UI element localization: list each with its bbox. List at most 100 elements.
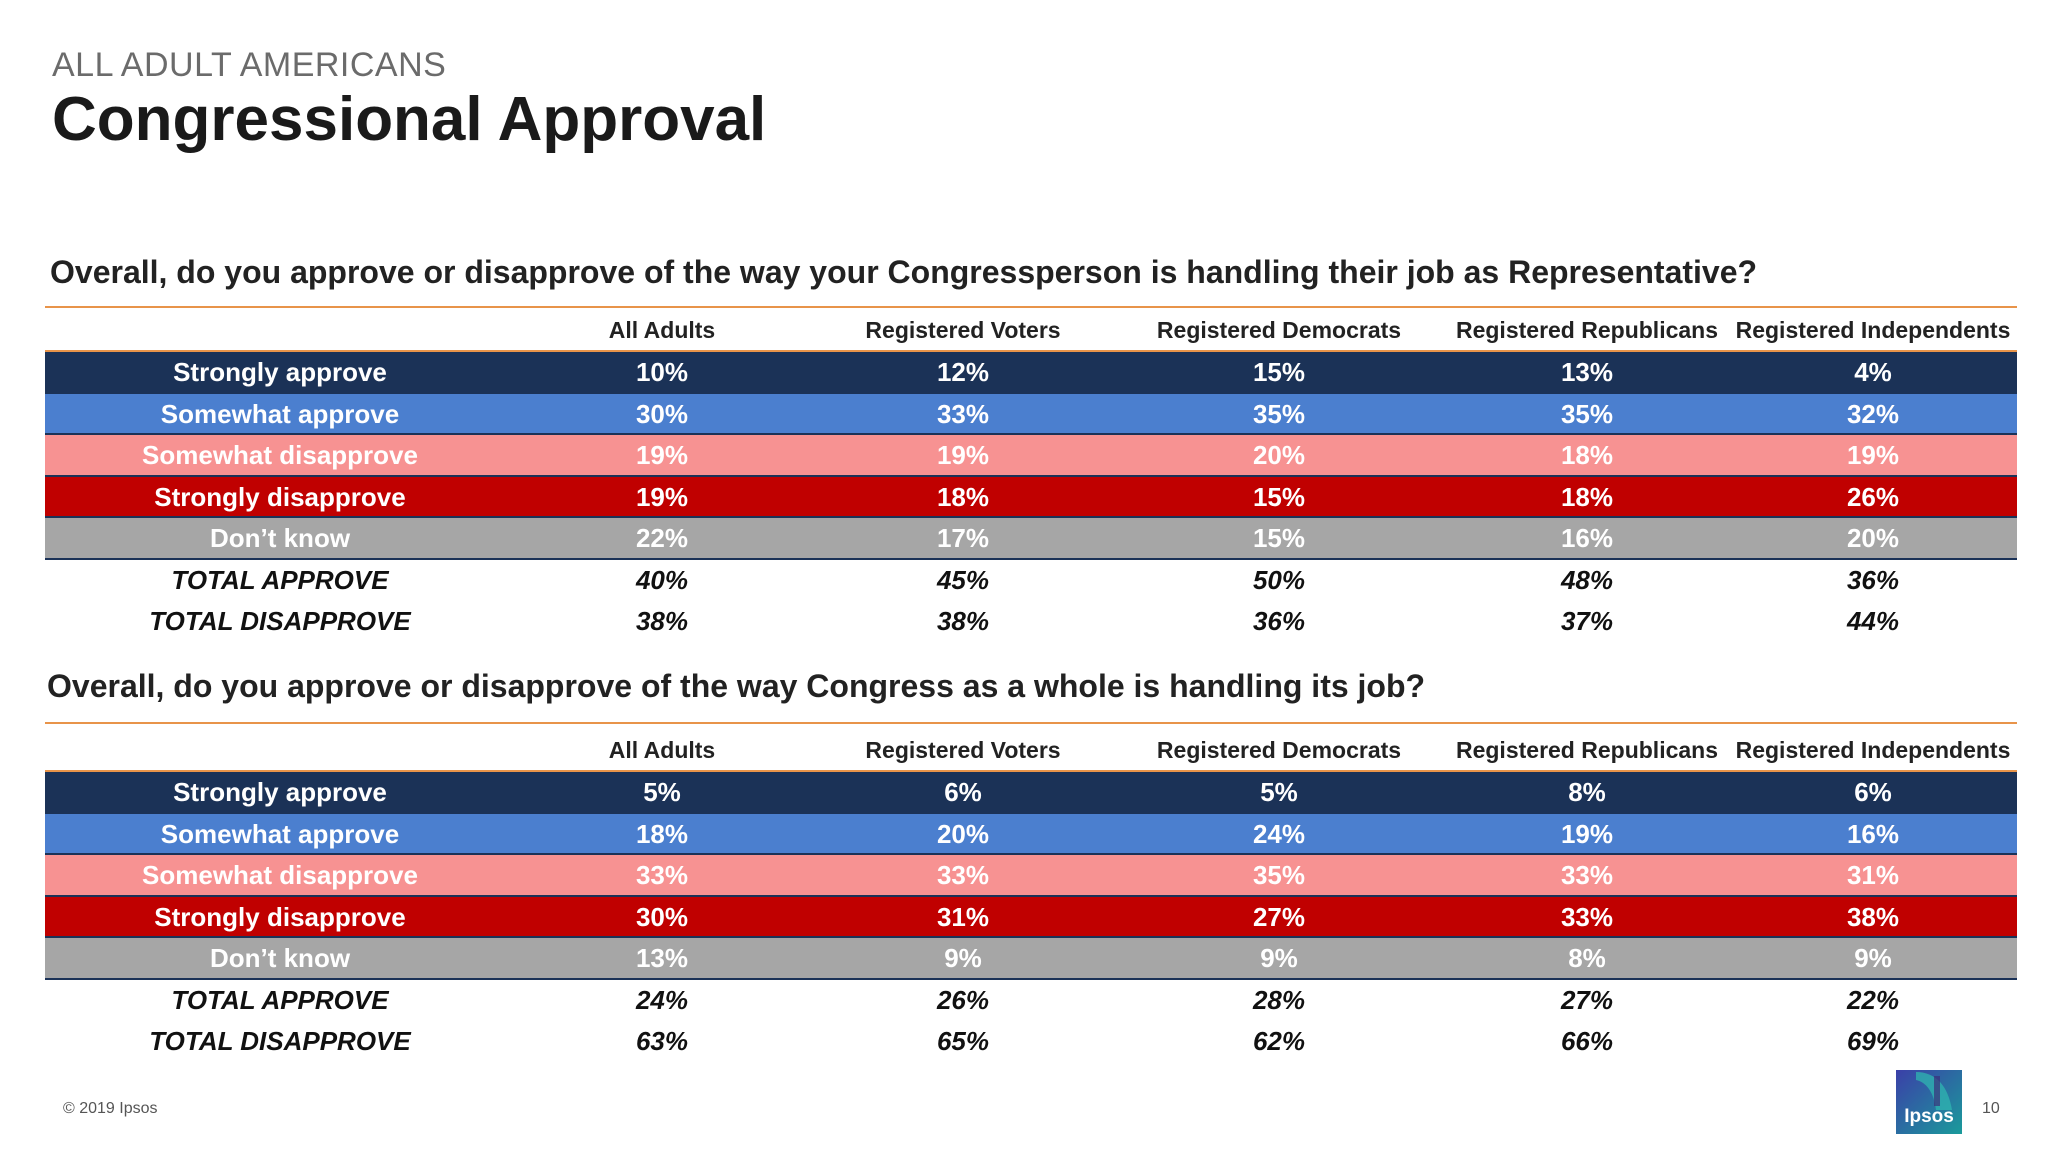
row-label: Strongly approve <box>173 777 387 807</box>
value-cell-registered-republicans: 19% <box>1560 818 1614 849</box>
value-cell-all-adults: 63% <box>635 1026 689 1056</box>
column-header-registered-voters: Registered Voters <box>865 317 1061 343</box>
page-number: 10 <box>1982 1100 2000 1117</box>
value-cell-registered-voters: 26% <box>936 984 990 1015</box>
column-header-all-adults: All Adults <box>608 737 716 763</box>
value-cell-registered-republicans: 37% <box>1560 606 1614 636</box>
logo-text: Ipsos <box>1904 1106 1954 1127</box>
value-cell-registered-independents: 38% <box>1846 901 1900 932</box>
value-cell-registered-voters: 18% <box>936 481 990 512</box>
column-header-registered-voters: Registered Voters <box>865 737 1061 763</box>
row-label: Strongly disapprove <box>154 901 406 932</box>
value-cell-registered-republicans: 33% <box>1560 901 1614 932</box>
value-cell-registered-independents: 19% <box>1846 440 1900 470</box>
value-cell-registered-democrats: 36% <box>1252 606 1306 636</box>
value-cell-registered-voters: 9% <box>944 943 982 973</box>
value-cell-registered-independents: 69% <box>1846 1026 1900 1056</box>
table-row-somewhat-approve: Somewhat approve 18% 20% 24% 19% 16% <box>45 813 2017 855</box>
value-cell-all-adults: 10% <box>635 357 689 387</box>
congressperson-approval-table: All Adults Registered Voters Registered De… <box>45 310 2017 643</box>
slide-title: Congressional Approval <box>52 85 767 154</box>
value-cell-registered-voters: 33% <box>936 860 990 890</box>
header-underline <box>45 350 2017 352</box>
table-header-row: All Adults Registered Voters Registered De… <box>45 310 2017 350</box>
value-cell-registered-republicans: 18% <box>1560 481 1614 512</box>
value-cell-all-adults: 19% <box>635 481 689 512</box>
table-row-total-approve: TOTAL APPROVE 24% 26% 28% 27% 22% <box>45 980 2017 1022</box>
value-cell-registered-voters: 19% <box>936 440 990 470</box>
value-cell-registered-democrats: 35% <box>1252 398 1306 429</box>
value-cell-registered-independents: 44% <box>1846 606 1900 636</box>
value-cell-registered-democrats: 24% <box>1252 818 1306 849</box>
value-cell-registered-independents: 16% <box>1846 818 1900 849</box>
question-1-rule <box>45 306 2017 308</box>
table-row-dont-know: Don’t know 13% 9% 9% 8% 9% <box>45 938 2017 980</box>
value-cell-registered-democrats: 62% <box>1252 1026 1306 1056</box>
question-2: Overall, do you approve or disapprove of… <box>47 668 1426 704</box>
value-cell-all-adults: 30% <box>635 398 689 429</box>
table-row-total-approve: TOTAL APPROVE 40% 45% 50% 48% 36% <box>45 560 2017 602</box>
column-header-registered-independents: Registered Independents <box>1735 317 2011 343</box>
value-cell-registered-republicans: 18% <box>1560 440 1614 470</box>
value-cell-all-adults: 24% <box>635 984 689 1015</box>
table-row-total-disapprove: TOTAL DISAPPROVE 63% 65% 62% 66% 69% <box>45 1021 2017 1063</box>
value-cell-registered-republicans: 8% <box>1568 943 1606 973</box>
row-label: TOTAL DISAPPROVE <box>149 1026 411 1056</box>
row-label: Somewhat disapprove <box>142 440 418 470</box>
value-cell-registered-voters: 38% <box>936 606 990 636</box>
value-cell-all-adults: 30% <box>635 901 689 932</box>
value-cell-all-adults: 13% <box>635 943 689 973</box>
table-row-total-disapprove: TOTAL DISAPPROVE 38% 38% 36% 37% 44% <box>45 601 2017 643</box>
question-2-rule <box>45 722 2017 724</box>
column-header-registered-republicans: Registered Republicans <box>1455 737 1719 763</box>
value-cell-registered-democrats: 35% <box>1252 860 1306 890</box>
table-row-dont-know: Don’t know 22% 17% 15% 16% 20% <box>45 518 2017 560</box>
value-cell-registered-independents: 31% <box>1846 860 1900 890</box>
value-cell-all-adults: 22% <box>635 523 689 553</box>
value-cell-all-adults: 19% <box>635 440 689 470</box>
column-header-registered-democrats: Registered Democrats <box>1156 317 1402 343</box>
column-header-registered-independents: Registered Independents <box>1735 737 2011 763</box>
ipsos-logo: Ipsos <box>1896 1070 1962 1134</box>
value-cell-registered-voters: 6% <box>944 777 982 807</box>
value-cell-all-adults: 40% <box>635 564 689 595</box>
value-cell-registered-democrats: 50% <box>1252 564 1306 595</box>
table-row-strongly-approve: Strongly approve 10% 12% 15% 13% 4% <box>45 352 2017 394</box>
value-cell-registered-independents: 26% <box>1846 481 1900 512</box>
value-cell-registered-democrats: 27% <box>1252 901 1306 932</box>
value-cell-registered-voters: 65% <box>936 1026 990 1056</box>
table-row-somewhat-disapprove: Somewhat disapprove 33% 33% 35% 33% 31% <box>45 855 2017 897</box>
table-header-row: All Adults Registered Voters Registered De… <box>45 730 2017 770</box>
value-cell-all-adults: 33% <box>635 860 689 890</box>
row-label: TOTAL APPROVE <box>171 564 389 595</box>
column-header-all-adults: All Adults <box>608 317 716 343</box>
value-cell-registered-voters: 17% <box>936 523 990 553</box>
value-cell-registered-voters: 20% <box>936 818 990 849</box>
table-row-strongly-disapprove: Strongly disapprove 30% 31% 27% 33% 38% <box>45 896 2017 938</box>
value-cell-registered-democrats: 15% <box>1252 481 1306 512</box>
column-header-registered-republicans: Registered Republicans <box>1455 317 1719 343</box>
row-label: Don’t know <box>209 523 351 553</box>
ipsos-logo-icon <box>1896 1070 1962 1134</box>
header-underline <box>45 770 2017 772</box>
value-cell-registered-democrats: 9% <box>1260 943 1298 973</box>
value-cell-registered-voters: 45% <box>936 564 990 595</box>
value-cell-registered-republicans: 27% <box>1560 984 1614 1015</box>
value-cell-registered-republicans: 13% <box>1560 357 1614 387</box>
table-row-strongly-disapprove: Strongly disapprove 19% 18% 15% 18% 26% <box>45 476 2017 518</box>
table-row-somewhat-approve: Somewhat approve 30% 33% 35% 35% 32% <box>45 393 2017 435</box>
question-1: Overall, do you approve or disapprove of… <box>50 254 1758 290</box>
column-header-registered-democrats: Registered Democrats <box>1156 737 1402 763</box>
value-cell-registered-voters: 33% <box>936 398 990 429</box>
slide-kicker: ALL ADULT AMERICANS <box>52 46 447 84</box>
row-label: Strongly approve <box>173 357 387 387</box>
value-cell-registered-independents: 32% <box>1846 398 1900 429</box>
value-cell-registered-voters: 12% <box>936 357 990 387</box>
row-label: TOTAL DISAPPROVE <box>149 606 411 636</box>
value-cell-registered-republicans: 66% <box>1560 1026 1614 1056</box>
value-cell-registered-republicans: 48% <box>1560 564 1614 595</box>
value-cell-registered-republicans: 33% <box>1560 860 1614 890</box>
value-cell-registered-democrats: 15% <box>1252 357 1306 387</box>
row-label: TOTAL APPROVE <box>171 984 389 1015</box>
